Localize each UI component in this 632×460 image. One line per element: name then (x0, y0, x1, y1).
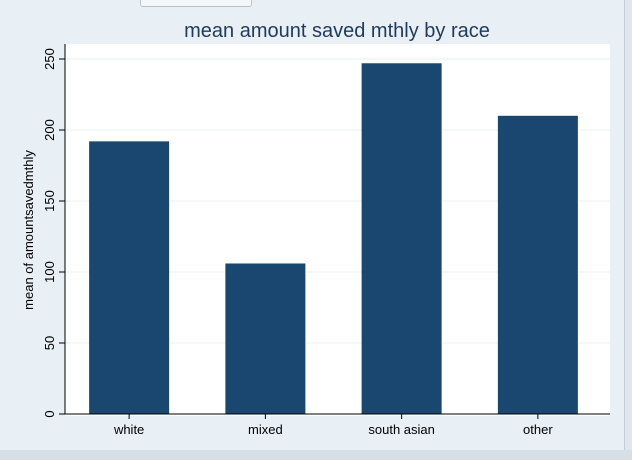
y-tick-label: 250 (42, 48, 57, 70)
chart-title: mean amount saved mthly by race (184, 20, 490, 42)
y-tick-label: 100 (42, 261, 57, 283)
y-tick-label: 200 (42, 119, 57, 141)
y-axis-label: mean of amountsavedmthly (21, 150, 36, 310)
y-tick-label: 50 (42, 336, 57, 350)
x-tick-label: other (523, 422, 553, 437)
bars (89, 63, 578, 415)
x-tick-label: south asian (368, 422, 435, 437)
bar-white (89, 141, 170, 415)
window-bottom-edge (0, 450, 632, 460)
y-tick-label: 0 (42, 410, 57, 417)
bar-other (497, 115, 578, 415)
x-tick-label: white (113, 422, 144, 437)
bar-mixed (225, 263, 306, 414)
y-tick-label: 150 (42, 190, 57, 212)
x-tick-label: mixed (248, 422, 283, 437)
bar-south-asian (361, 63, 442, 414)
window-scrollbar[interactable] (624, 0, 632, 450)
bar-chart: mean amount saved mthly by race mean of … (21, 20, 610, 437)
window-tab[interactable] (140, 0, 252, 7)
axes: 0 50 100 150 200 250 white mixed south asian othe… (42, 44, 610, 437)
